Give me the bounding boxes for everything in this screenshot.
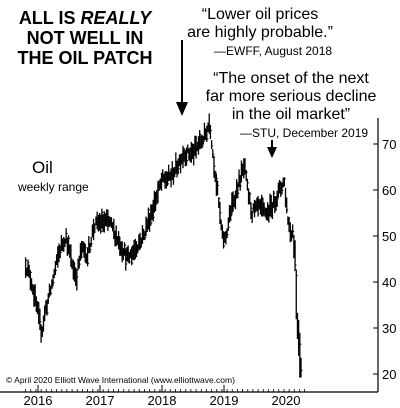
headline-emphasis: REALLY [80,8,152,28]
series-label: Oil [32,158,53,177]
headline-line-1: ALL IS REALLY [4,8,166,28]
x-tick-label: 2018 [148,393,177,408]
y-tick-label: 50 [382,229,396,244]
quote-stu-line-2: far more serious decline [205,88,377,105]
arrow-ewff-head [176,102,188,116]
price-bars [24,113,303,378]
quote-ewff-attribution: —EWFF, August 2018 [214,44,333,58]
quote-ewff-line-2: are highly probable.” [187,24,333,41]
x-tick-label: 2016 [24,393,53,408]
headline-line-2: NOT WELL IN [26,28,144,48]
y-tick-label: 60 [382,183,396,198]
copyright-notice: © April 2020 Elliott Wave International … [6,375,235,385]
quote-stu-line-1: “The onset of the next [213,70,369,87]
y-tick-label: 40 [382,275,396,290]
x-tick-label: 2020 [272,393,301,408]
headline-part-a: ALL IS [18,8,81,28]
quote-ewff: “Lower oil prices are highly probable.” … [168,4,352,60]
quote-ewff-line-1: “Lower oil prices [201,6,319,23]
quote-stu-line-3: in the oil market” [231,106,351,123]
y-tick-label: 20 [382,367,396,382]
axes: 20 30 40 50 60 70 2016 2017 2018 2019 2020 [0,118,396,408]
y-tick-label: 70 [382,137,396,152]
headline-box: ALL IS REALLY NOT WELL IN THE OIL PATCH [4,4,166,68]
x-tick-label: 2019 [210,393,239,408]
series-sublabel: weekly range [18,180,89,194]
quote-stu-attribution: —STU, December 2019 [240,126,369,140]
headline-line-3: THE OIL PATCH [17,48,153,68]
annotation-arrows [176,40,277,158]
y-tick-label: 30 [382,321,396,336]
quote-stu: “The onset of the next far more serious … [196,70,386,140]
arrow-stu-head [267,147,277,158]
x-tick-label: 2017 [86,393,115,408]
